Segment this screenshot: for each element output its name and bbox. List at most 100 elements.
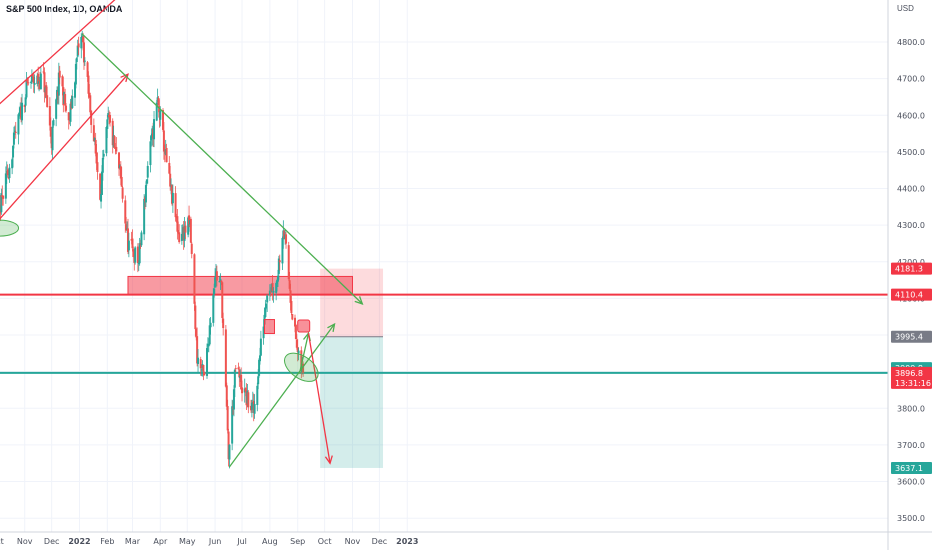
candle-body: [195, 328, 198, 336]
current-highlight-ellipse: [284, 352, 319, 382]
candle: [272, 287, 275, 303]
candle-body: [215, 271, 218, 281]
candle-body: [278, 260, 281, 263]
candle-body: [8, 167, 11, 179]
candle-body: [289, 290, 292, 303]
candle: [17, 112, 20, 145]
candle: [291, 313, 294, 321]
candle-body: [125, 224, 128, 231]
candle: [94, 132, 97, 157]
candle-body: [4, 173, 7, 199]
candle-body: [190, 243, 193, 254]
x-tick-label: Sep: [290, 537, 305, 546]
candle-body: [269, 291, 272, 293]
candle: [234, 365, 237, 373]
candle-body: [281, 237, 284, 264]
candle-body: [157, 98, 160, 106]
candle-body: [119, 166, 122, 179]
candle: [290, 295, 293, 316]
candle-body: [42, 71, 45, 73]
candle-body: [222, 318, 225, 329]
candle-body: [89, 95, 92, 113]
candle-body: [145, 179, 148, 184]
drop-arrowhead: [324, 455, 333, 465]
candle-body: [6, 169, 9, 176]
candle: [143, 194, 146, 241]
candle: [277, 255, 280, 280]
candle: [178, 224, 181, 244]
candle-body: [294, 324, 297, 340]
candle-body: [209, 322, 212, 328]
candle-body: [177, 229, 180, 233]
candle: [258, 357, 261, 378]
candle-body: [39, 73, 42, 90]
candle-body: [265, 303, 268, 309]
low-highlight-ellipse: [0, 219, 20, 237]
candle: [233, 368, 236, 398]
candle-body: [55, 99, 58, 119]
candle-body: [288, 280, 291, 289]
candle: [225, 382, 228, 411]
candle: [302, 361, 305, 377]
candle-body: [140, 232, 143, 246]
candle: [153, 110, 156, 148]
x-tick-label: Mar: [125, 537, 141, 546]
candle-body: [189, 218, 192, 243]
candle-body: [30, 75, 33, 82]
candle-body: [218, 280, 221, 283]
candle-body: [149, 141, 152, 166]
candle: [253, 394, 256, 419]
candle: [240, 367, 243, 391]
candle-body: [131, 238, 134, 249]
candle: [241, 380, 244, 402]
candle-body: [88, 92, 91, 98]
candle: [266, 294, 269, 312]
candle-body: [61, 76, 64, 87]
candle: [237, 362, 240, 370]
candle-body: [276, 275, 279, 282]
x-tick-label: 2022: [68, 537, 90, 546]
candle: [176, 208, 179, 240]
candle: [145, 179, 148, 186]
resistance-zone: [127, 275, 353, 296]
candle-body: [11, 159, 14, 169]
candle: [256, 382, 259, 412]
ascending-trendline: [228, 323, 336, 468]
candle: [106, 114, 109, 139]
candle-body: [75, 58, 78, 62]
candle: [296, 338, 299, 362]
candle-body: [86, 62, 89, 77]
candle-body: [105, 127, 108, 154]
x-tick-label: Dec: [44, 537, 59, 546]
candle: [271, 274, 274, 301]
candle: [247, 390, 250, 414]
candle-body: [138, 243, 141, 264]
candle-body: [120, 176, 123, 187]
candle: [2, 195, 5, 206]
candle-body: [174, 193, 177, 218]
candle-body: [169, 173, 172, 187]
candle: [127, 232, 130, 258]
candle: [27, 77, 30, 86]
candle: [115, 137, 118, 155]
candle-body: [199, 359, 202, 369]
x-tick-label: Dec: [372, 537, 387, 546]
candle: [275, 281, 278, 301]
candle: [149, 136, 152, 173]
candle-body: [12, 145, 15, 158]
price-tag-label: 3637.1: [895, 464, 923, 473]
candle: [109, 112, 112, 127]
ascending-trendline-arrowhead: [327, 322, 336, 333]
candle-body: [240, 374, 243, 390]
candle-body: [81, 35, 84, 37]
candle-body: [232, 389, 235, 410]
candle: [193, 253, 196, 311]
candle-body: [146, 165, 149, 178]
y-tick-label: 3600.0: [897, 478, 925, 487]
candle-body: [143, 198, 146, 235]
y-tick-label: 4800.0: [897, 38, 925, 47]
candle-body: [208, 325, 211, 345]
y-tick-label: 4700.0: [897, 75, 925, 84]
